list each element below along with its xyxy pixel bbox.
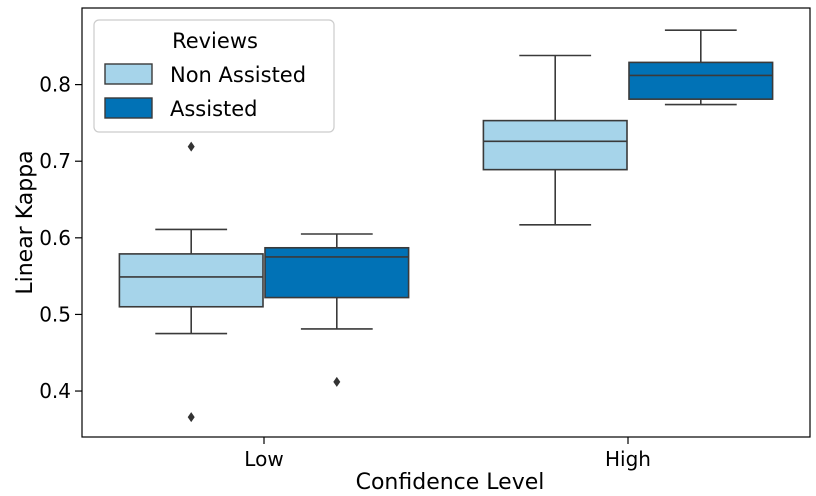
box-group	[628, 29, 774, 106]
y-tick-label: 0.7	[39, 149, 71, 173]
legend-title: Reviews	[172, 29, 258, 53]
legend-swatch	[104, 63, 153, 85]
legend-swatch	[104, 97, 153, 119]
legend-label: Assisted	[170, 97, 258, 121]
iqr-box	[628, 61, 774, 100]
x-axis-label: Confidence Level	[356, 470, 545, 495]
x-axis: Low High	[244, 437, 651, 471]
legend-label: Non Assisted	[170, 63, 306, 87]
iqr-box	[264, 246, 410, 299]
legend-frame	[93, 19, 335, 133]
box-group	[482, 54, 628, 226]
x-tick-label: High	[605, 447, 651, 471]
iqr-box	[118, 253, 264, 308]
plot-frame	[81, 7, 811, 438]
legend-items: Non Assisted Assisted	[104, 63, 306, 121]
legend: Reviews Non Assisted Assisted	[93, 19, 335, 133]
outlier-marker	[187, 412, 195, 423]
iqr-box	[482, 119, 628, 171]
outlier-marker	[333, 376, 341, 387]
x-tick-label: Low	[244, 447, 283, 471]
y-tick-label: 0.8	[39, 73, 71, 97]
y-tick-label: 0.5	[39, 302, 71, 326]
box-group	[264, 233, 410, 387]
y-tick-label: 0.6	[39, 226, 71, 250]
boxes-layer	[118, 29, 774, 423]
y-axis-label: Linear Kappa	[13, 150, 38, 294]
y-tick-label: 0.4	[39, 379, 71, 403]
y-axis: 0.4 0.5 0.6 0.7 0.8	[39, 73, 82, 403]
outlier-marker	[187, 141, 195, 152]
box-group	[118, 141, 264, 423]
